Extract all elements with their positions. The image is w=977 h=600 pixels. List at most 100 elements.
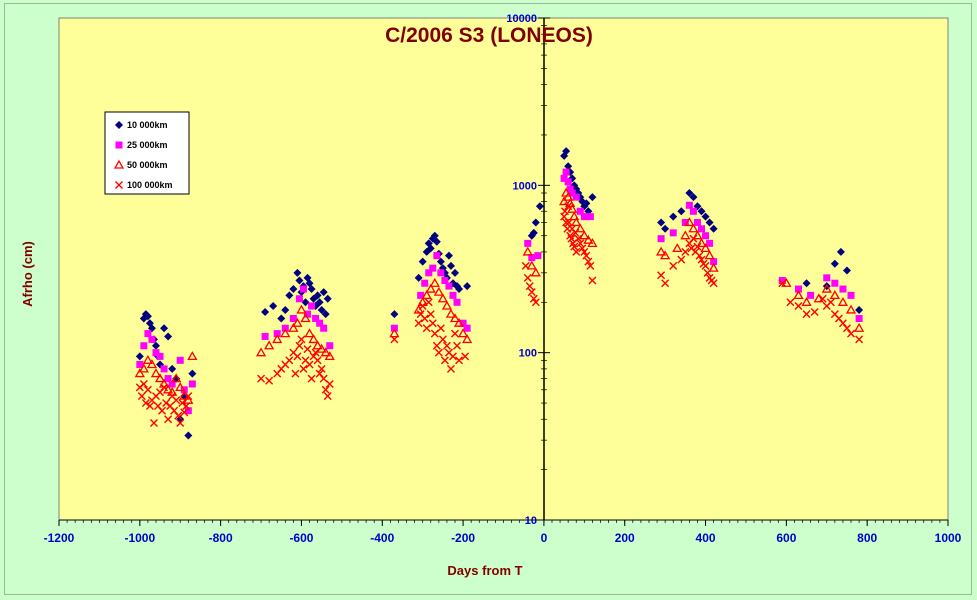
data-point bbox=[436, 257, 445, 266]
data-point bbox=[308, 334, 319, 344]
data-point bbox=[320, 347, 331, 357]
data-point bbox=[175, 382, 186, 392]
data-point bbox=[446, 364, 455, 373]
data-point bbox=[164, 415, 173, 424]
data-point bbox=[319, 288, 328, 297]
data-point bbox=[839, 285, 847, 293]
data-point bbox=[143, 312, 152, 321]
data-point bbox=[312, 340, 323, 350]
data-point bbox=[307, 285, 316, 294]
data-point bbox=[264, 340, 275, 350]
data-point bbox=[701, 261, 710, 270]
data-point bbox=[141, 399, 150, 408]
data-point bbox=[160, 365, 168, 373]
data-point bbox=[703, 268, 712, 277]
data-point bbox=[571, 217, 582, 227]
data-point bbox=[164, 332, 173, 341]
data-point bbox=[154, 373, 166, 383]
data-point bbox=[672, 243, 683, 253]
data-point bbox=[677, 255, 686, 264]
data-point bbox=[657, 271, 666, 280]
data-point bbox=[576, 239, 585, 248]
data-point bbox=[810, 308, 819, 316]
data-point bbox=[281, 305, 290, 314]
series-3 bbox=[135, 202, 864, 427]
data-point bbox=[292, 317, 303, 327]
data-point bbox=[304, 310, 312, 318]
data-point bbox=[855, 335, 864, 344]
data-point bbox=[818, 294, 827, 303]
data-point bbox=[178, 399, 187, 408]
data-point bbox=[434, 348, 443, 357]
data-point bbox=[778, 276, 786, 284]
data-point bbox=[685, 201, 693, 209]
data-point bbox=[530, 267, 541, 277]
y-tick-label: 100 bbox=[519, 348, 537, 360]
data-point bbox=[584, 257, 593, 266]
data-point bbox=[566, 185, 574, 193]
data-point bbox=[436, 324, 445, 333]
legend: 10 000km 25 000km 50 000km 100 000km bbox=[104, 111, 190, 195]
data-point bbox=[433, 252, 441, 260]
data-point bbox=[168, 364, 177, 373]
data-point bbox=[307, 374, 316, 383]
data-point bbox=[807, 291, 815, 299]
data-point bbox=[681, 218, 689, 226]
data-point bbox=[453, 341, 462, 350]
data-point bbox=[441, 300, 453, 310]
data-point bbox=[440, 356, 449, 365]
data-point bbox=[295, 276, 304, 285]
data-point bbox=[317, 305, 326, 314]
data-point bbox=[685, 188, 694, 197]
chart-frame: -1200 -1000 -800 -600 -400 -200 0 200 400 600 800 1… bbox=[4, 3, 972, 595]
data-point bbox=[390, 310, 399, 319]
data-point bbox=[660, 250, 671, 260]
data-point bbox=[422, 324, 431, 333]
data-point bbox=[137, 392, 146, 401]
data-point bbox=[261, 332, 269, 340]
data-point bbox=[187, 351, 198, 361]
x-tick-label: 1000 bbox=[935, 531, 962, 545]
x-axis-label: Days from T bbox=[447, 563, 522, 578]
data-point bbox=[845, 304, 857, 314]
x-tick-label: -400 bbox=[370, 531, 394, 545]
data-point bbox=[144, 330, 152, 338]
data-point bbox=[444, 251, 453, 260]
data-point bbox=[455, 356, 464, 365]
data-point bbox=[531, 298, 540, 307]
data-point bbox=[661, 224, 670, 233]
data-point bbox=[709, 279, 718, 288]
data-point bbox=[321, 310, 330, 319]
data-point bbox=[786, 298, 795, 307]
data-point bbox=[156, 352, 164, 360]
data-point bbox=[847, 329, 856, 338]
data-point bbox=[565, 198, 576, 208]
data-point bbox=[139, 379, 148, 388]
chart-title: C/2006 S3 (LONEOS) bbox=[385, 24, 593, 47]
data-point bbox=[445, 282, 453, 290]
data-point bbox=[316, 343, 327, 353]
data-point bbox=[272, 334, 283, 344]
data-point bbox=[445, 308, 457, 318]
data-point bbox=[677, 207, 686, 216]
data-point bbox=[562, 168, 570, 176]
data-point bbox=[521, 261, 530, 270]
data-point bbox=[836, 247, 845, 256]
data-point bbox=[135, 352, 144, 361]
data-point bbox=[689, 234, 698, 243]
legend-label: 25 000km bbox=[127, 140, 168, 150]
data-point bbox=[265, 376, 274, 385]
data-point bbox=[583, 234, 594, 244]
data-point bbox=[325, 379, 334, 388]
data-point bbox=[184, 431, 193, 440]
data-point bbox=[295, 341, 304, 350]
data-point bbox=[148, 335, 156, 343]
series-1 bbox=[136, 168, 863, 415]
data-point bbox=[305, 360, 314, 369]
data-point bbox=[695, 251, 704, 260]
data-point bbox=[842, 324, 851, 333]
data-point bbox=[692, 230, 703, 240]
legend-label: 50 000km bbox=[127, 160, 168, 170]
data-point bbox=[455, 285, 464, 294]
legend-label: 100 000km bbox=[127, 180, 173, 190]
